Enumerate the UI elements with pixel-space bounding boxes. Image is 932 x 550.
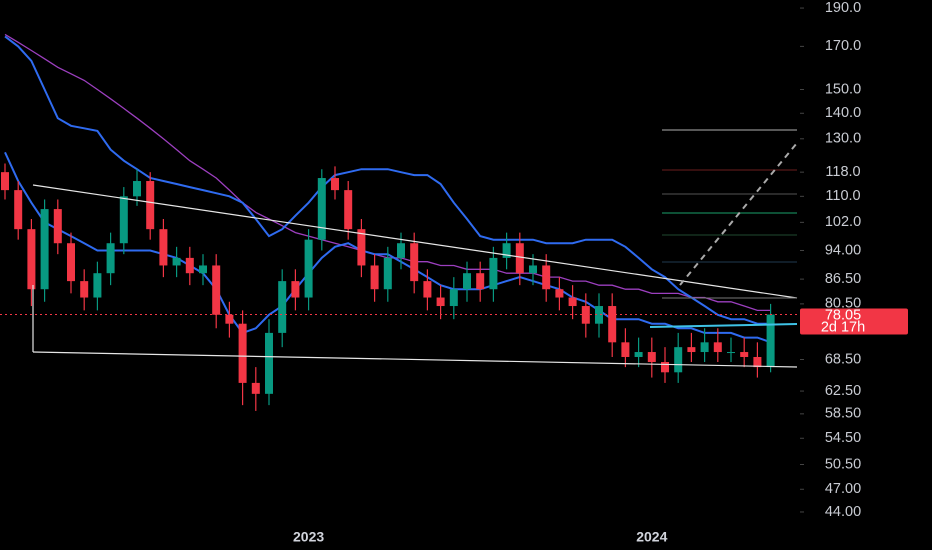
y-tick-label: 47.00 bbox=[825, 481, 861, 497]
candle-body bbox=[449, 289, 458, 307]
plot-area bbox=[0, 33, 800, 411]
candle-body bbox=[608, 306, 617, 343]
price-axis: 190.0 170.0 150.0 140.0 130.0 118.0 110.0 102.0… bbox=[293, 0, 908, 545]
candle-body bbox=[251, 382, 260, 394]
drawings bbox=[32, 129, 798, 368]
y-tick-label: 130.0 bbox=[825, 131, 861, 147]
x-tick-label: 2023 bbox=[293, 529, 324, 545]
candle-body bbox=[568, 297, 577, 307]
candle-body bbox=[14, 190, 23, 230]
candle-body bbox=[370, 265, 379, 290]
y-tick-label: 190.0 bbox=[825, 0, 861, 16]
y-tick-label: 44.00 bbox=[825, 504, 861, 520]
candle-body bbox=[713, 342, 722, 353]
candle-body bbox=[238, 323, 247, 383]
indicator-line bbox=[4, 35, 771, 325]
y-tick-label: 94.00 bbox=[825, 242, 861, 258]
trend-line bbox=[32, 351, 798, 368]
candle-body bbox=[133, 181, 141, 197]
candle-body bbox=[542, 265, 551, 290]
candle-body bbox=[146, 181, 155, 230]
candle-body bbox=[727, 352, 735, 354]
x-tick-label: 2024 bbox=[636, 529, 667, 545]
last-price-box bbox=[800, 308, 908, 335]
candle-body bbox=[1, 172, 9, 191]
candle-body bbox=[40, 209, 49, 290]
candle-body bbox=[502, 243, 511, 258]
candle-body bbox=[410, 243, 419, 282]
candle-body bbox=[199, 265, 207, 274]
y-tick-label: 62.50 bbox=[825, 383, 861, 399]
candle-body bbox=[304, 239, 313, 298]
candle-body bbox=[291, 281, 300, 298]
candle-body bbox=[317, 178, 326, 240]
candle-body bbox=[357, 229, 366, 266]
y-tick-label: 170.0 bbox=[825, 38, 861, 54]
y-tick-label: 110.0 bbox=[825, 188, 860, 204]
candle-body bbox=[185, 257, 194, 274]
candle-body bbox=[700, 342, 709, 353]
candle-body bbox=[674, 347, 683, 373]
candle-body bbox=[740, 352, 749, 357]
candle-body bbox=[383, 257, 392, 290]
candle-body bbox=[753, 356, 762, 368]
candle-body bbox=[93, 273, 102, 298]
trend-line bbox=[32, 184, 798, 299]
candle-body bbox=[159, 229, 168, 266]
y-tick-label: 86.50 bbox=[825, 271, 861, 287]
candle-body bbox=[476, 273, 485, 290]
candle-body bbox=[489, 257, 498, 290]
y-tick-label: 140.0 bbox=[825, 105, 861, 121]
candle-body bbox=[766, 314, 775, 368]
candle-body bbox=[555, 289, 564, 298]
y-tick-label: 54.50 bbox=[825, 430, 861, 446]
candle-body bbox=[331, 178, 339, 191]
y-tick-label: 80.50 bbox=[825, 296, 861, 312]
candle-body bbox=[436, 297, 445, 307]
candle-body bbox=[27, 229, 36, 290]
candle-body bbox=[529, 265, 537, 274]
candle-body bbox=[278, 281, 287, 333]
y-tick-label: 68.50 bbox=[825, 351, 861, 367]
candle-body bbox=[67, 243, 75, 282]
candle-body bbox=[80, 281, 89, 298]
candle-body bbox=[463, 273, 471, 290]
candle-body bbox=[634, 352, 643, 357]
candle-body bbox=[172, 257, 181, 266]
candle-body bbox=[212, 265, 221, 315]
candle-body bbox=[595, 306, 603, 324]
candle-body bbox=[53, 209, 62, 244]
y-tick-label: 150.0 bbox=[825, 81, 861, 97]
candle-body bbox=[397, 243, 405, 258]
countdown-label: 2d 17h bbox=[821, 319, 865, 335]
y-tick-label: 102.0 bbox=[825, 214, 861, 230]
candle-body bbox=[687, 347, 696, 353]
candle-body bbox=[106, 243, 115, 274]
trend-line bbox=[649, 323, 798, 328]
last-price-label: 78.05 bbox=[825, 307, 861, 323]
candle-body bbox=[344, 190, 353, 230]
y-tick-label: 58.50 bbox=[825, 406, 861, 422]
candle-body bbox=[647, 352, 656, 363]
candle-body bbox=[621, 342, 630, 357]
y-tick-label: 118.0 bbox=[825, 164, 860, 180]
candle-body bbox=[265, 332, 273, 394]
candle-body bbox=[515, 243, 524, 274]
y-tick-label: 50.50 bbox=[825, 456, 861, 472]
candle-body bbox=[119, 196, 128, 244]
candle-body bbox=[423, 281, 432, 298]
candle-body bbox=[225, 314, 234, 324]
projection-arrow bbox=[679, 142, 798, 286]
candle-body bbox=[661, 362, 669, 373]
